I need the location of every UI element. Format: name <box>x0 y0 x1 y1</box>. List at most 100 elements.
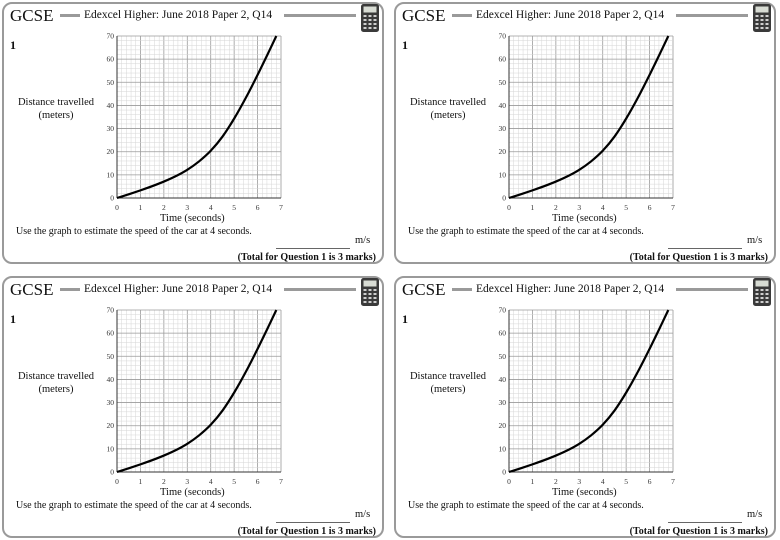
x-tick-label: 3 <box>577 203 581 212</box>
header-divider <box>284 288 356 291</box>
x-tick-label: 5 <box>232 203 236 212</box>
y-tick-label: 20 <box>499 421 507 430</box>
x-tick-label: 2 <box>162 203 166 212</box>
calculator-icon <box>753 278 771 306</box>
x-tick-label: 7 <box>279 203 283 212</box>
exam-source: Edexcel Higher: June 2018 Paper 2, Q14 <box>476 283 665 295</box>
y-tick-label: 70 <box>107 306 115 315</box>
y-tick-label: 50 <box>107 352 115 361</box>
y-tick-label: 20 <box>107 421 115 430</box>
gcse-badge: GCSE <box>8 6 56 26</box>
worksheet-card: GCSE Edexcel Higher: June 2018 Paper 2, … <box>394 276 776 538</box>
y-tick-label: 70 <box>107 32 115 41</box>
y-tick-label: 50 <box>499 352 507 361</box>
y-tick-label: 50 <box>499 78 507 87</box>
worksheet-card: GCSE Edexcel Higher: June 2018 Paper 2, … <box>2 2 384 264</box>
x-tick-label: 1 <box>139 477 143 486</box>
y-tick-label: 40 <box>107 375 115 384</box>
y-axis-title: Distance travelled <box>17 97 95 108</box>
answer-line[interactable] <box>276 240 350 249</box>
x-tick-label: 1 <box>531 203 535 212</box>
question-text: Use the graph to estimate the speed of t… <box>408 226 644 237</box>
header-divider <box>452 288 472 291</box>
y-tick-label: 60 <box>107 55 115 64</box>
y-tick-label: 60 <box>499 329 507 338</box>
x-tick-label: 7 <box>671 477 675 486</box>
question-number: 1 <box>402 38 408 52</box>
y-tick-label: 0 <box>502 468 506 477</box>
y-axis-label: Distance travelled (meters) <box>8 370 104 396</box>
x-tick-label: 7 <box>671 203 675 212</box>
x-tick-label: 7 <box>279 477 283 486</box>
total-marks: (Total for Question 1 is 3 marks) <box>237 526 376 537</box>
x-tick-label: 6 <box>648 203 652 212</box>
exam-source: Edexcel Higher: June 2018 Paper 2, Q14 <box>476 9 665 21</box>
y-tick-label: 0 <box>110 468 114 477</box>
answer-line[interactable] <box>276 514 350 523</box>
y-axis-unit: (meters) <box>38 110 74 121</box>
answer-unit: m/s <box>355 235 371 246</box>
x-tick-label: 0 <box>115 203 119 212</box>
header-divider <box>284 14 356 17</box>
gcse-badge: GCSE <box>400 280 448 300</box>
exam-source: Edexcel Higher: June 2018 Paper 2, Q14 <box>84 283 273 295</box>
y-tick-label: 40 <box>499 101 507 110</box>
y-axis-unit: (meters) <box>38 384 74 395</box>
y-axis-unit: (meters) <box>430 110 466 121</box>
y-tick-label: 10 <box>499 170 507 179</box>
question-number: 1 <box>10 38 16 52</box>
y-axis-label: Distance travelled (meters) <box>400 96 496 122</box>
x-tick-label: 3 <box>185 203 189 212</box>
total-marks: (Total for Question 1 is 3 marks) <box>237 252 376 263</box>
worksheet-card: GCSE Edexcel Higher: June 2018 Paper 2, … <box>2 276 384 538</box>
x-tick-label: 3 <box>577 477 581 486</box>
y-tick-label: 50 <box>107 78 115 87</box>
y-tick-label: 30 <box>499 124 507 133</box>
gcse-badge: GCSE <box>8 280 56 300</box>
x-tick-label: 0 <box>507 203 511 212</box>
question-text: Use the graph to estimate the speed of t… <box>16 226 252 237</box>
x-axis-label: Time (seconds) <box>552 213 617 224</box>
x-tick-label: 4 <box>209 477 213 486</box>
header-divider <box>60 288 80 291</box>
x-tick-label: 5 <box>624 477 628 486</box>
answer-line[interactable] <box>668 514 742 523</box>
header-divider <box>452 14 472 17</box>
answer-line[interactable] <box>668 240 742 249</box>
series-line-distance <box>116 309 278 474</box>
y-axis-label: Distance travelled (meters) <box>400 370 496 396</box>
x-tick-label: 5 <box>232 477 236 486</box>
exam-source: Edexcel Higher: June 2018 Paper 2, Q14 <box>84 9 273 21</box>
header-divider <box>676 288 748 291</box>
gcse-badge: GCSE <box>400 6 448 26</box>
answer-unit: m/s <box>747 235 763 246</box>
answer-unit: m/s <box>355 509 371 520</box>
series-line-distance <box>508 309 670 474</box>
y-tick-label: 40 <box>107 101 115 110</box>
y-tick-label: 60 <box>107 329 115 338</box>
y-tick-label: 10 <box>107 170 115 179</box>
y-tick-label: 30 <box>499 398 507 407</box>
y-tick-label: 40 <box>499 375 507 384</box>
total-marks: (Total for Question 1 is 3 marks) <box>629 252 768 263</box>
y-tick-label: 60 <box>499 55 507 64</box>
y-tick-label: 70 <box>499 32 507 41</box>
calculator-icon <box>361 278 379 306</box>
x-axis-label: Time (seconds) <box>160 487 225 498</box>
y-tick-label: 10 <box>499 444 507 453</box>
x-tick-label: 4 <box>601 477 605 486</box>
calculator-icon <box>361 4 379 32</box>
answer-unit: m/s <box>747 509 763 520</box>
worksheet-card: GCSE Edexcel Higher: June 2018 Paper 2, … <box>394 2 776 264</box>
y-axis-title: Distance travelled <box>17 371 95 382</box>
y-axis-label: Distance travelled (meters) <box>8 96 104 122</box>
x-tick-label: 3 <box>185 477 189 486</box>
header-divider <box>676 14 748 17</box>
y-axis-title: Distance travelled <box>409 97 487 108</box>
y-tick-label: 10 <box>107 444 115 453</box>
x-axis-label: Time (seconds) <box>552 487 617 498</box>
question-number: 1 <box>402 312 408 326</box>
